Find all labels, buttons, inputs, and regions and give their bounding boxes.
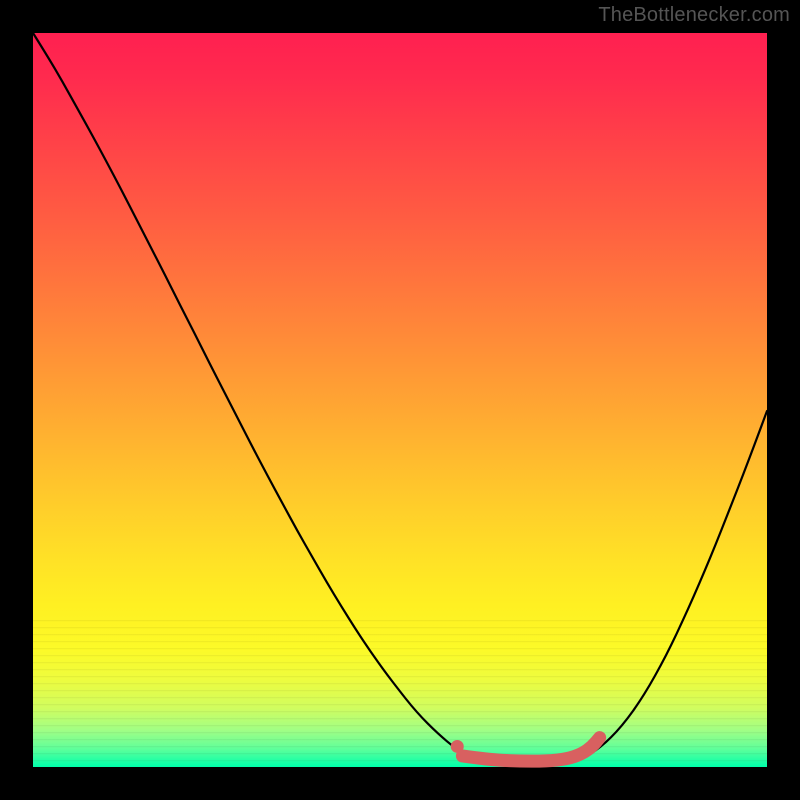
watermark-text: TheBottlenecker.com [598,4,790,27]
bottleneck-chart [0,0,800,800]
current-config-marker [451,740,464,753]
chart-svg [0,0,800,800]
